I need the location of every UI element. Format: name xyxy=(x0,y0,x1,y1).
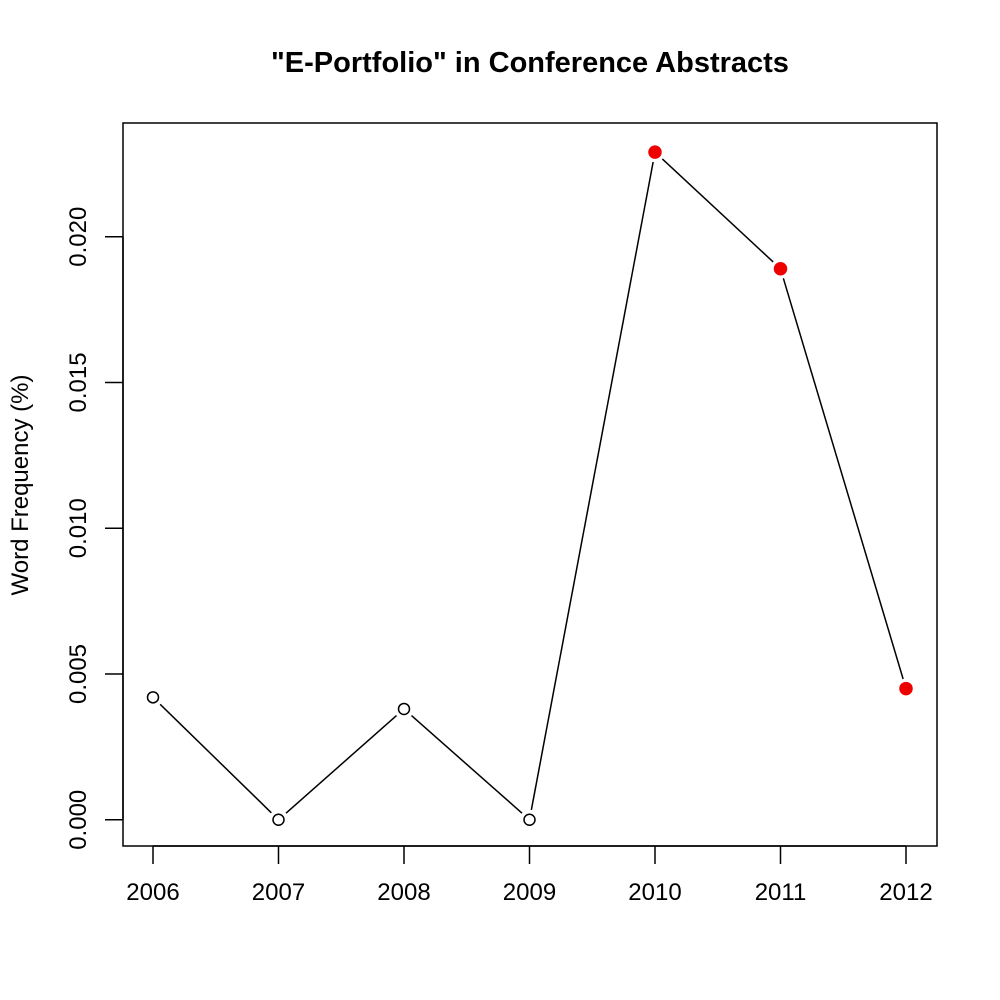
x-tick-label: 2008 xyxy=(377,879,430,906)
y-tick-label: 0.010 xyxy=(65,498,92,558)
data-point-highlighted xyxy=(899,681,913,696)
line-segment xyxy=(661,158,774,263)
y-axis-label: Word Frequency (%) xyxy=(7,375,34,596)
x-tick-label: 2006 xyxy=(126,879,179,906)
x-axis: 2006 2007 2008 2009 2010 2011 2012 xyxy=(126,845,933,906)
x-tick-label: 2010 xyxy=(628,879,681,906)
x-tick-label: 2009 xyxy=(503,879,556,906)
data-point xyxy=(272,813,285,827)
line-segment xyxy=(411,715,523,814)
line-segment xyxy=(285,715,397,814)
data-series xyxy=(146,145,913,827)
data-point-highlighted xyxy=(648,145,662,159)
data-point xyxy=(397,702,411,716)
data-point xyxy=(146,691,160,704)
y-tick-label: 0.005 xyxy=(65,644,92,704)
x-tick-label: 2007 xyxy=(252,879,305,906)
x-tick-label: 2012 xyxy=(879,879,932,906)
data-point xyxy=(523,813,536,827)
y-tick-label: 0.020 xyxy=(65,207,92,267)
y-tick-label: 0.015 xyxy=(65,352,92,412)
data-point-highlighted xyxy=(773,262,788,276)
line-segment xyxy=(782,278,904,680)
line-segment xyxy=(159,703,272,814)
x-tick-label: 2011 xyxy=(755,879,807,906)
line-segment xyxy=(530,161,654,811)
chart-title: "E-Portfolio" in Conference Abstracts xyxy=(271,47,789,79)
y-axis: 0.000 0.005 0.010 0.015 0.020 xyxy=(65,207,124,850)
plot-frame xyxy=(122,122,938,847)
y-tick-label: 0.000 xyxy=(65,790,92,850)
